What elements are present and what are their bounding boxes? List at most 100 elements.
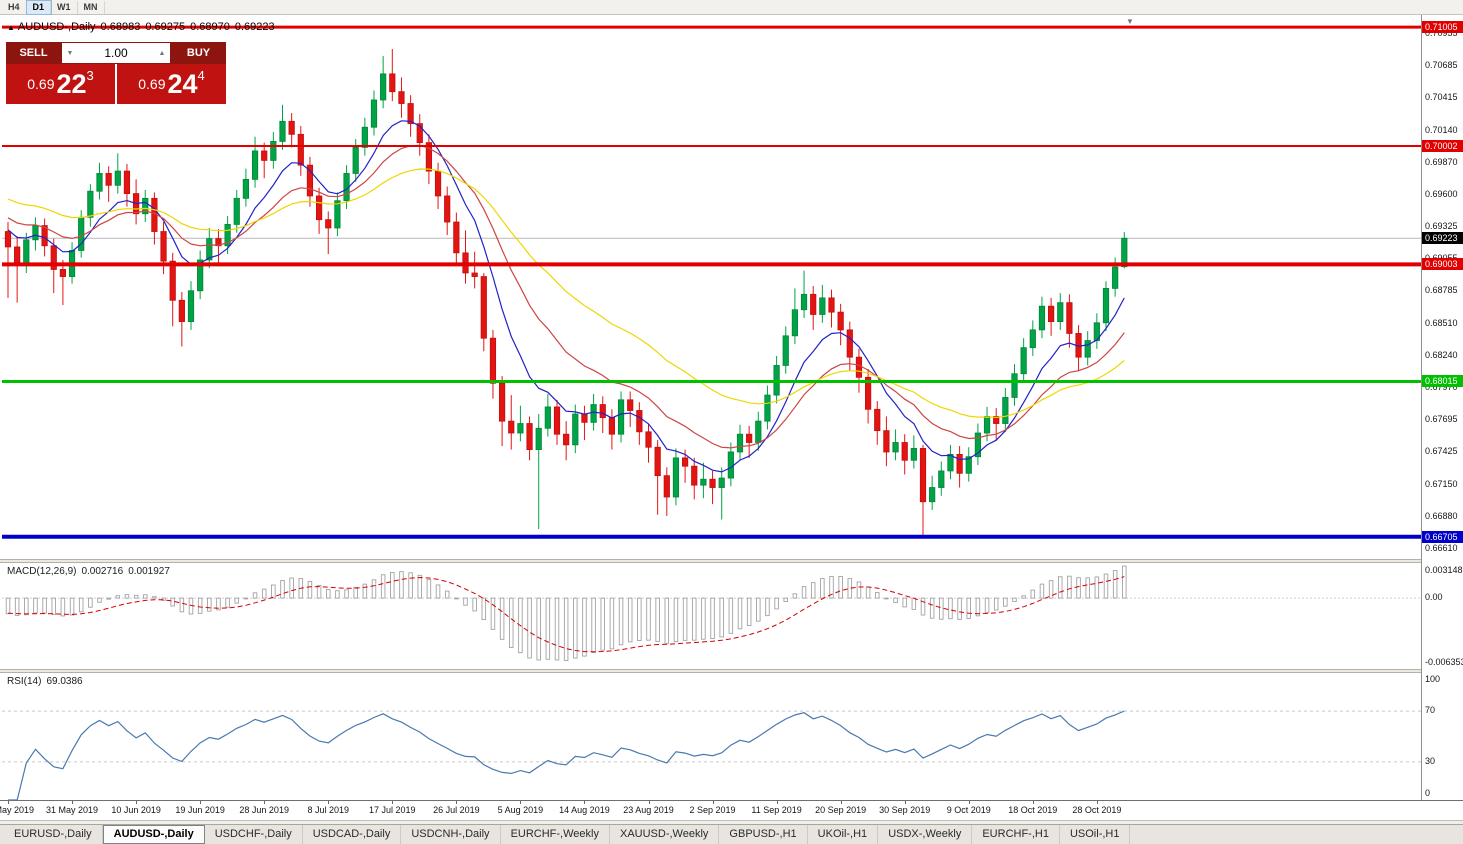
timeframe-button-d1[interactable]: D1 (25, 0, 53, 15)
chart-tab-usdchf[interactable]: USDCHF-,Daily (205, 825, 303, 844)
macd-value-signal: 0.001927 (128, 566, 170, 577)
volume-input[interactable]: 1.00 (104, 46, 128, 60)
candle-body (828, 297, 835, 313)
chart-tab-audusd[interactable]: AUDUSD-,Daily (102, 825, 205, 844)
date-label: 19 Jun 2019 (175, 805, 225, 815)
price-level-badge: 0.69003 (1422, 258, 1463, 271)
candle-body (123, 170, 131, 194)
candle-body (672, 457, 680, 498)
date-label: 8 Jul 2019 (307, 805, 350, 815)
buy-price-button[interactable]: 0.69 24 4 (117, 64, 226, 104)
candle-body (142, 197, 149, 215)
sell-button[interactable]: SELL (6, 42, 61, 64)
candle-body (865, 376, 872, 410)
candle-body (727, 451, 734, 479)
candle-body (352, 146, 359, 174)
date-label: 30 Sep 2019 (879, 805, 931, 815)
chart-tab-gbpusd[interactable]: GBPUSD-,H1 (719, 825, 808, 844)
chart-tab-eurchf[interactable]: EURCHF-,H1 (972, 825, 1060, 844)
volume-spinner[interactable]: ▼ 1.00 ▲ (61, 42, 171, 64)
status-strip (0, 820, 1463, 824)
sell-price-button[interactable]: 0.69 22 3 (6, 64, 115, 104)
chart-tab-usdx[interactable]: USDX-,Weekly (878, 825, 973, 844)
date-tick (584, 801, 586, 804)
candle-body (1084, 340, 1091, 358)
ohlc-close: 0.69223 (234, 21, 275, 33)
chart-tab-usdcad[interactable]: USDCAD-,Daily (303, 825, 402, 844)
candle-body (306, 164, 314, 197)
candle-body (938, 470, 945, 488)
date-tick (1096, 801, 1098, 804)
chart-tab-usdcnh[interactable]: USDCNH-,Daily (401, 825, 501, 844)
price-level-badge: 0.68015 (1422, 375, 1463, 388)
date-tick (968, 801, 970, 804)
time-axis[interactable]: 22 May 2019 31 May 2019 10 Jun 2019 19 Jun … (0, 800, 1463, 820)
trade-panel-toggle-icon[interactable]: ▲ (7, 23, 15, 32)
price-scale-label: 0.70140 (1425, 124, 1458, 135)
buy-button[interactable]: BUY (171, 42, 226, 64)
date-tick (264, 801, 266, 804)
candle-body (361, 126, 368, 148)
price-scale[interactable]: 0.709550.706850.704150.701400.698700.696… (1422, 15, 1463, 800)
chart-tab-eurchf[interactable]: EURCHF-,Weekly (501, 825, 610, 844)
candle-body (389, 73, 396, 93)
chart-window: 0.709550.706850.704150.701400.698700.696… (0, 15, 1463, 820)
rsi-indicator-label: RSI(14) 69.0386 (7, 676, 83, 687)
candle-body (105, 173, 112, 186)
date-tick (904, 801, 906, 804)
timeframe-button-w1[interactable]: W1 (51, 0, 78, 14)
candle-body (993, 416, 1000, 424)
date-label: 9 Oct 2019 (946, 805, 991, 815)
date-label: 14 Aug 2019 (559, 805, 610, 815)
volume-decrease-icon[interactable]: ▼ (66, 49, 74, 57)
candle-body (956, 453, 963, 474)
price-scale-label: 0.66610 (1425, 542, 1458, 553)
price-level-badge: 0.71005 (1422, 21, 1463, 34)
candle-body (288, 120, 295, 135)
macd-indicator-canvas[interactable] (2, 563, 1421, 669)
candle-body (517, 423, 524, 434)
price-scale-label: 0.67425 (1425, 446, 1458, 457)
candle-body (965, 456, 972, 474)
candle-body (59, 269, 67, 277)
date-tick (328, 801, 330, 804)
candle-body (1020, 347, 1027, 375)
candle-body (572, 413, 579, 446)
candle-body (645, 431, 652, 448)
candle-body (974, 432, 982, 458)
price-scale-divider (1421, 15, 1422, 800)
chart-tab-usoil[interactable]: USOil-,H1 (1060, 825, 1131, 844)
candle-body (32, 225, 39, 241)
timeframe-button-mn[interactable]: MN (78, 0, 105, 14)
timeframe-button-h4[interactable]: H4 (2, 0, 27, 14)
chart-tab-xauusd[interactable]: XAUUSD-,Weekly (610, 825, 720, 844)
volume-increase-icon[interactable]: ▲ (158, 49, 166, 57)
chart-tab-eurusd[interactable]: EURUSD-,Daily (4, 825, 103, 844)
candle-body (50, 245, 57, 270)
price-scale-label: 0.70415 (1425, 92, 1458, 102)
price-chart-canvas[interactable] (2, 15, 1421, 559)
price-level-badge: 0.70002 (1422, 139, 1463, 152)
macd-scale-label: 0.00 (1425, 592, 1443, 603)
candle-body (755, 420, 762, 443)
date-tick (648, 801, 650, 804)
macd-scale-label: 0.003148 (1425, 565, 1463, 575)
candle-body (489, 337, 497, 384)
candle-body (1048, 305, 1055, 322)
rsi-value: 69.0386 (46, 676, 83, 687)
chart-shift-marker[interactable]: ▼ (1126, 17, 1134, 26)
chart-tab-ukoil[interactable]: UKOil-,H1 (808, 825, 879, 844)
candle-body (1102, 288, 1110, 324)
pane-resize-handle[interactable] (0, 559, 1463, 563)
candle-body (810, 293, 817, 315)
candle-body (14, 246, 21, 266)
date-tick (712, 801, 714, 804)
candle-body (746, 433, 753, 443)
candle-body (682, 457, 689, 467)
rsi-indicator-canvas[interactable] (2, 673, 1421, 800)
candle-body (819, 297, 826, 315)
candle-body (407, 103, 414, 125)
candle-body (334, 200, 341, 229)
pane-resize-handle[interactable] (0, 669, 1463, 673)
candle-body (654, 446, 661, 477)
